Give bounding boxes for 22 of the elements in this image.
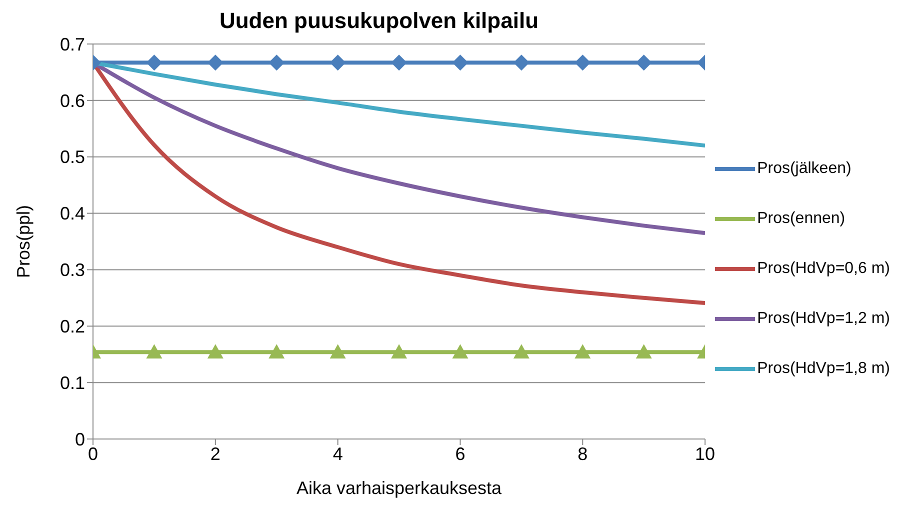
y-tick-label: 0.1: [60, 372, 85, 393]
y-tick-label: 0.7: [60, 34, 85, 54]
y-tick-label: 0.3: [60, 260, 85, 280]
y-tick-label: 0: [74, 429, 85, 450]
x-tick-label: 4: [332, 444, 343, 464]
y-tick-label: 0.2: [60, 316, 85, 337]
x-tick-label: 6: [455, 444, 466, 464]
legend-label: Pros(ennen): [757, 210, 846, 228]
x-tick-label: 2: [210, 444, 220, 464]
y-tick-label: 0.4: [60, 204, 85, 224]
y-tick-label: 0.6: [60, 90, 85, 111]
legend-label: Pros(HdVp=1,8 m): [757, 360, 890, 378]
y-axis-title: Pros(ppl): [13, 204, 34, 278]
chart-title: Uuden puusukupolven kilpailu: [218, 8, 540, 34]
legend-label: Pros(HdVp=1,2 m): [757, 310, 890, 328]
x-tick-label: 8: [578, 444, 588, 464]
y-tick-label: 0.5: [60, 147, 85, 168]
x-tick-label: 10: [695, 444, 716, 464]
legend-label: Pros(jälkeen): [757, 160, 852, 178]
x-tick-label: 0: [88, 444, 98, 464]
legend-label: Pros(HdVp=0,6 m): [757, 260, 890, 278]
x-axis-title: Aika varhaisperkauksesta: [296, 478, 503, 498]
